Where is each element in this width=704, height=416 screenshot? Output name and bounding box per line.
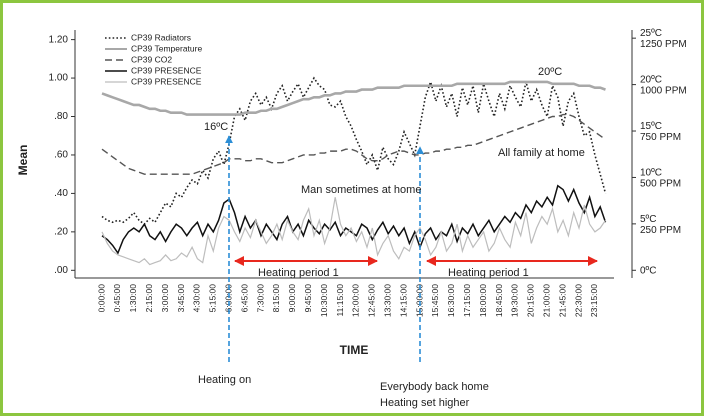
- y2-tick-line: 15ºC: [640, 121, 662, 132]
- y2-tick-line: 250 PPM: [640, 225, 681, 236]
- x-tick-label: 10:30:00: [319, 284, 329, 317]
- x-tick-label: 9:00:00: [287, 284, 297, 313]
- x-tick-label: 15:00:00: [414, 284, 424, 317]
- annotation: Heating set higher: [380, 397, 470, 409]
- y2-tick-line: 750 PPM: [640, 132, 681, 143]
- x-tick-label: 7:30:00: [255, 284, 265, 313]
- legend-label: CP39 PRESENCE: [131, 76, 202, 86]
- y-tick-label: .40: [54, 188, 68, 199]
- series-line: [101, 197, 606, 266]
- annotation: Heating period 1: [258, 267, 339, 279]
- y2-tick-label: 15ºC 750 PPM: [640, 121, 681, 143]
- x-tick-label: 6:00:00: [223, 284, 233, 313]
- y-tick-label: .20: [54, 227, 68, 238]
- x-tick-label: 22:30:00: [573, 284, 583, 317]
- y2-tick-label: 20ºC 1000 PPM: [640, 74, 687, 96]
- annotation: 20ºC: [538, 66, 562, 78]
- x-tick-label: 1:30:00: [128, 284, 138, 313]
- y2-tick-line: 25ºC: [640, 28, 662, 39]
- annotation: All family at home: [498, 147, 585, 159]
- x-tick-label: 3:00:00: [160, 284, 170, 313]
- legend-label: CP39 PRESENCE: [131, 65, 202, 75]
- annotation: Heating on: [198, 374, 251, 386]
- y2-tick-label: 5ºC 250 PPM: [640, 214, 681, 236]
- legend-label: CP39 Temperature: [131, 43, 202, 53]
- series-line: [101, 113, 606, 175]
- annotation: Man sometimes at home: [301, 184, 421, 196]
- x-tick-label: 2:15:00: [144, 284, 154, 313]
- annotation: 16ºC: [204, 121, 228, 133]
- y2-tick-line: 1000 PPM: [640, 85, 687, 96]
- series-line: [101, 80, 606, 116]
- x-tick-label: 6:45:00: [239, 284, 249, 313]
- annotation: Heating period 1: [448, 267, 529, 279]
- x-tick-label: 0:00:00: [96, 284, 106, 313]
- y2-tick-label: 0ºC: [640, 265, 656, 276]
- x-tick-label: 20:15:00: [526, 284, 536, 317]
- x-tick-label: 11:15:00: [335, 284, 345, 317]
- y-tick-label: .60: [54, 150, 68, 161]
- y-tick-label: .80: [54, 111, 68, 122]
- x-tick-label: 21:00:00: [541, 284, 551, 317]
- plot: .00 .20 .40 .60 .80 1.00 1.20 0ºC 5ºC 250 PPM 10ºC…: [49, 28, 687, 317]
- y2-tick-line: 500 PPM: [640, 178, 681, 189]
- y-axis-title: Mean: [16, 145, 30, 176]
- x-tick-label: 12:00:00: [351, 284, 361, 317]
- x-tick-label: 18:45:00: [494, 284, 504, 317]
- y-tick-label: .00: [54, 265, 68, 276]
- y-tick-label: 1.00: [49, 73, 69, 84]
- x-tick-label: 16:30:00: [446, 284, 456, 317]
- x-tick-label: 15:45:00: [430, 284, 440, 317]
- x-tick-label: 0:45:00: [112, 284, 122, 313]
- y2-tick-line: 0ºC: [640, 265, 656, 276]
- y2-tick-label: 25ºC 1250 PPM: [640, 28, 687, 50]
- annotation: Everybody back home: [380, 381, 489, 393]
- legend-label: CP39 Radiators: [131, 32, 191, 42]
- x-tick-label: 12:45:00: [367, 284, 377, 317]
- x-axis-title: TIME: [340, 343, 369, 357]
- x-tick-label: 14:15:00: [398, 284, 408, 317]
- x-tick-label: 21:45:00: [557, 284, 567, 317]
- legend-label: CP39 CO2: [131, 54, 172, 64]
- x-tick-label: 5:15:00: [208, 284, 218, 313]
- y2-tick-line: 5ºC: [640, 214, 656, 225]
- y-tick-label: 1.20: [49, 34, 69, 45]
- x-tick-label: 17:15:00: [462, 284, 472, 317]
- x-tick-label: 18:00:00: [478, 284, 488, 317]
- x-tick-label: 23:15:00: [589, 284, 599, 317]
- x-tick-label: 8:15:00: [271, 284, 281, 313]
- x-tick-label: 19:30:00: [510, 284, 520, 317]
- y2-tick-line: 10ºC: [640, 167, 662, 178]
- x-tick-label: 9:45:00: [303, 284, 313, 313]
- y2-tick-label: 10ºC 500 PPM: [640, 167, 681, 189]
- x-tick-label: 4:30:00: [192, 284, 202, 313]
- x-tick-label: 3:45:00: [176, 284, 186, 313]
- series-line: [101, 76, 607, 226]
- y2-tick-line: 1250 PPM: [640, 39, 687, 50]
- x-tick-label: 13:30:00: [382, 284, 392, 317]
- y2-tick-line: 20ºC: [640, 74, 662, 85]
